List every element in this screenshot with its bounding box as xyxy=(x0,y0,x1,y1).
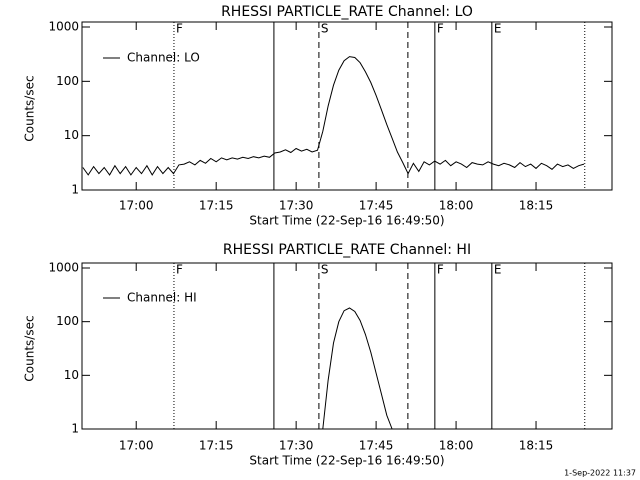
plot-frame xyxy=(81,262,613,430)
chart-title: RHESSI PARTICLE_RATE Channel: HI xyxy=(223,242,471,258)
legend-label: Channel: HI xyxy=(127,291,197,305)
data-line xyxy=(322,307,393,430)
footer: 1-Sep-2022 11:37 xyxy=(564,469,636,478)
y-axis-label: Counts/sec xyxy=(23,315,37,381)
x-axis-label: Start Time (22-Sep-16 16:49:50) xyxy=(249,454,444,468)
y-tick-label: 1 xyxy=(71,422,79,436)
x-axis-label: Start Time (22-Sep-16 16:49:50) xyxy=(249,214,444,228)
x-tick-label: 17:00 xyxy=(119,199,154,213)
x-tick-label: 17:15 xyxy=(199,199,234,213)
y-tick-label: 100 xyxy=(56,74,79,88)
x-tick-label: 17:30 xyxy=(279,439,314,453)
event-label: F xyxy=(176,263,183,277)
x-tick-label: 17:45 xyxy=(359,199,394,213)
event-label: F xyxy=(437,263,444,277)
x-tick-label: 17:30 xyxy=(279,199,314,213)
x-tick-label: 18:15 xyxy=(519,199,554,213)
event-label: E xyxy=(494,22,502,36)
y-tick-label: 1000 xyxy=(48,261,79,275)
x-tick-label: 17:45 xyxy=(359,439,394,453)
x-tick-label: 17:00 xyxy=(119,439,154,453)
event-label: F xyxy=(437,22,444,36)
event-label: E xyxy=(494,263,502,277)
event-label: S xyxy=(321,22,329,36)
y-tick-label: 10 xyxy=(64,128,79,142)
x-tick-label: 18:00 xyxy=(439,439,474,453)
data-line xyxy=(82,56,585,176)
legend-label: Channel: LO xyxy=(127,51,200,65)
event-label: F xyxy=(176,22,183,36)
x-tick-label: 18:15 xyxy=(519,439,554,453)
x-tick-label: 17:15 xyxy=(199,439,234,453)
y-tick-label: 1000 xyxy=(48,20,79,34)
y-axis-label: Counts/sec xyxy=(23,75,37,141)
plot-frame xyxy=(81,21,613,191)
event-label: S xyxy=(321,263,329,277)
y-tick-label: 10 xyxy=(64,368,79,382)
y-tick-label: 100 xyxy=(56,314,79,328)
x-tick-label: 18:00 xyxy=(439,199,474,213)
chart-title: RHESSI PARTICLE_RATE Channel: LO xyxy=(221,4,473,20)
y-tick-label: 1 xyxy=(71,183,79,197)
